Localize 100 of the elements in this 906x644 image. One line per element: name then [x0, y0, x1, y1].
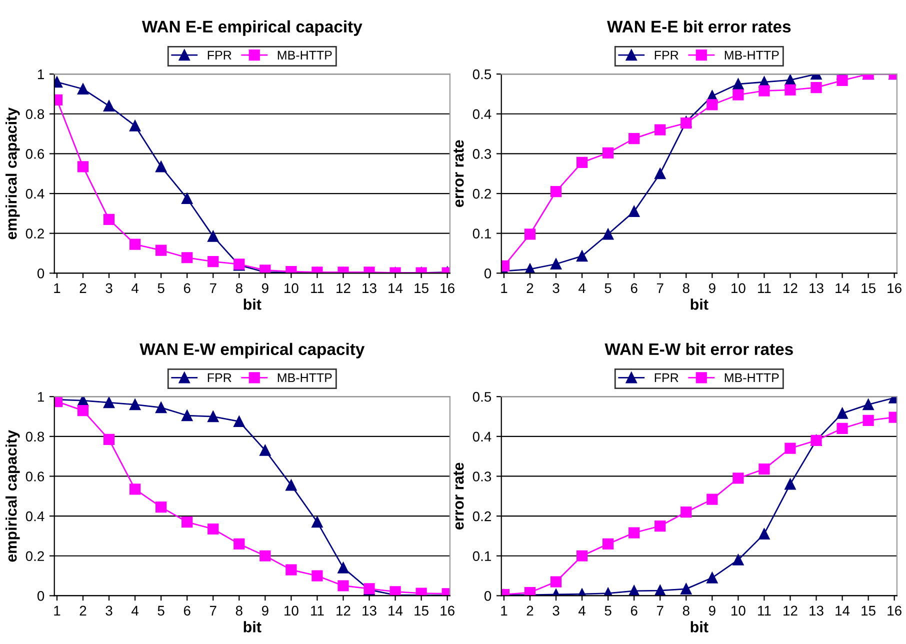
point — [862, 399, 874, 410]
point — [286, 480, 297, 491]
point — [706, 99, 718, 110]
chart-title: WAN E-W empirical capacity — [140, 342, 365, 358]
point — [129, 120, 141, 132]
x-tick-label: 11 — [311, 606, 324, 616]
point — [338, 580, 349, 592]
x-tick-label: 1 — [54, 283, 60, 293]
x-tick-label: 16 — [440, 606, 454, 616]
point — [103, 397, 115, 408]
x-tick-label: 6 — [630, 283, 638, 294]
y-tick-label: 0.4 — [472, 109, 492, 120]
x-tick-label: 1 — [54, 606, 60, 616]
point — [784, 84, 796, 96]
point — [784, 478, 796, 490]
x-tick-label: 2 — [80, 283, 86, 293]
x-tick-label: 5 — [604, 606, 612, 616]
point — [628, 133, 640, 144]
y-tick-label: 0.6 — [26, 149, 44, 159]
x-tick-label: 11 — [311, 283, 324, 293]
x-tick-label: 14 — [836, 283, 850, 293]
point — [732, 89, 744, 100]
point — [732, 554, 744, 566]
x-tick-label: 10 — [284, 606, 298, 616]
point — [706, 494, 718, 505]
point — [732, 472, 744, 484]
point — [208, 230, 219, 242]
point — [312, 516, 323, 528]
y-tick-label: 0.8 — [26, 109, 44, 120]
x-tick-label: 8 — [682, 606, 690, 616]
point — [758, 85, 770, 96]
x-tick-label: 13 — [362, 606, 376, 616]
x-tick-label: 7 — [656, 606, 664, 616]
point — [602, 228, 614, 240]
point — [576, 550, 588, 562]
point — [182, 252, 193, 264]
x-tick-label: 13 — [810, 283, 824, 294]
point — [286, 564, 297, 576]
x-tick-label: 2 — [80, 606, 86, 616]
x-tick-label: 4 — [578, 606, 586, 616]
x-tick-label: 15 — [862, 283, 876, 294]
x-tick-label: 5 — [604, 283, 612, 294]
x-tick-label: 8 — [236, 606, 242, 616]
point — [208, 410, 219, 422]
y-tick-label: 0.2 — [26, 551, 44, 562]
y-axis-title: empirical capacity — [6, 430, 20, 562]
point — [602, 538, 614, 550]
x-tick-label: 6 — [184, 283, 190, 294]
y-tick-label: 0 — [37, 591, 44, 601]
x-tick-label: 14 — [836, 606, 850, 616]
point — [550, 186, 562, 198]
point — [260, 444, 271, 456]
y-tick-label: 0.5 — [472, 392, 492, 402]
x-tick-label: 12 — [784, 606, 798, 616]
point — [680, 506, 692, 518]
x-tick-label: 16 — [888, 283, 902, 294]
chart-title: WAN E-E bit error rates — [607, 20, 791, 33]
point — [156, 402, 167, 414]
point — [836, 422, 848, 434]
y-tick-label: 0.2 — [26, 228, 44, 239]
point — [654, 520, 666, 532]
legend-label: MB-HTTP — [278, 50, 332, 60]
x-tick-label: 16 — [440, 283, 454, 294]
y-tick-label: 0 — [484, 268, 492, 278]
x-tick-label: 9 — [262, 283, 268, 294]
y-tick-label: 0.3 — [472, 472, 492, 482]
y-tick-label: 0.1 — [472, 228, 491, 239]
point — [758, 464, 770, 475]
y-axis-title: error rate — [454, 462, 464, 530]
x-tick-label: 3 — [106, 283, 112, 294]
point — [550, 258, 562, 270]
x-tick-label: 13 — [362, 283, 376, 294]
x-tick-label: 8 — [682, 283, 690, 294]
point — [103, 434, 115, 445]
legend-label: MB-HTTP — [278, 373, 332, 382]
x-tick-label: 8 — [236, 283, 242, 294]
y-tick-label: 1 — [38, 70, 44, 80]
y-tick-label: 0.2 — [472, 188, 491, 199]
x-tick-label: 14 — [388, 606, 403, 616]
point — [77, 404, 89, 416]
x-tick-label: 12 — [336, 283, 350, 293]
x-tick-label: 10 — [732, 606, 746, 616]
point — [836, 408, 848, 419]
point — [260, 550, 271, 562]
chart-title: WAN E-W bit error rates — [604, 342, 793, 356]
point — [576, 250, 588, 262]
y-axis-title: empirical capacity — [6, 107, 20, 240]
y-tick-label: 0.2 — [472, 511, 491, 522]
point — [732, 78, 744, 90]
legend-label: FPR — [208, 50, 232, 60]
y-tick-label: 1 — [38, 392, 44, 402]
point — [602, 147, 614, 158]
x-tick-label: 6 — [184, 606, 190, 616]
x-tick-label: 1 — [501, 606, 508, 616]
x-tick-label: 14 — [388, 283, 403, 293]
x-tick-label: 6 — [630, 606, 638, 616]
point — [208, 523, 219, 535]
x-tick-label: 10 — [284, 283, 298, 294]
point — [234, 416, 245, 428]
point — [103, 100, 115, 112]
